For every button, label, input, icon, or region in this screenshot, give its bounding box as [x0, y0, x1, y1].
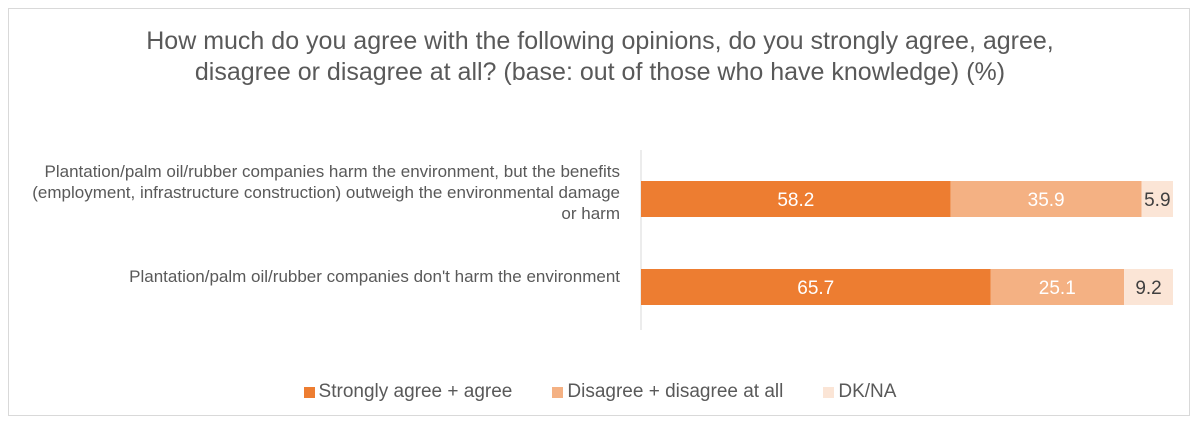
legend-swatch-2 — [552, 386, 564, 398]
chart-title: How much do you agree with the following… — [146, 27, 1054, 86]
legend-item-2: Disagree + disagree at all — [552, 381, 783, 403]
legend-item-1: Strongly agree + agree — [303, 381, 513, 403]
bar-1-series-3 — [1141, 181, 1173, 217]
bar-1-series-2 — [950, 181, 1142, 217]
data-label-1-series-2: 35.9 — [1028, 190, 1065, 211]
bar-2-series-2 — [990, 269, 1125, 305]
data-label-2-series-2: 25.1 — [1039, 278, 1076, 299]
legend-swatch-3 — [823, 386, 835, 398]
legend-swatch-1 — [303, 386, 315, 398]
bar-2-series-1 — [641, 269, 991, 305]
data-label-1-series-3: 5.9 — [1144, 190, 1170, 211]
legend-label-2: Disagree + disagree at all — [567, 381, 784, 402]
legend-label-3: DK/NA — [838, 381, 897, 402]
legend-label-1: Strongly agree + agree — [318, 381, 513, 402]
bar-1-series-1 — [641, 181, 951, 217]
data-label-1-series-1: 58.2 — [777, 190, 814, 211]
category-label-2: Plantation/palm oil/rubber companies don… — [129, 267, 620, 286]
legend: Strongly agree + agree Disagree + disagre… — [0, 381, 1200, 403]
category-label-1: Plantation/palm oil/rubber companies har… — [32, 162, 620, 223]
data-label-2-series-1: 65.7 — [797, 278, 834, 299]
data-label-2-series-3: 9.2 — [1135, 278, 1161, 299]
bar-2-series-3 — [1124, 269, 1173, 305]
legend-item-3: DK/NA — [823, 381, 896, 403]
